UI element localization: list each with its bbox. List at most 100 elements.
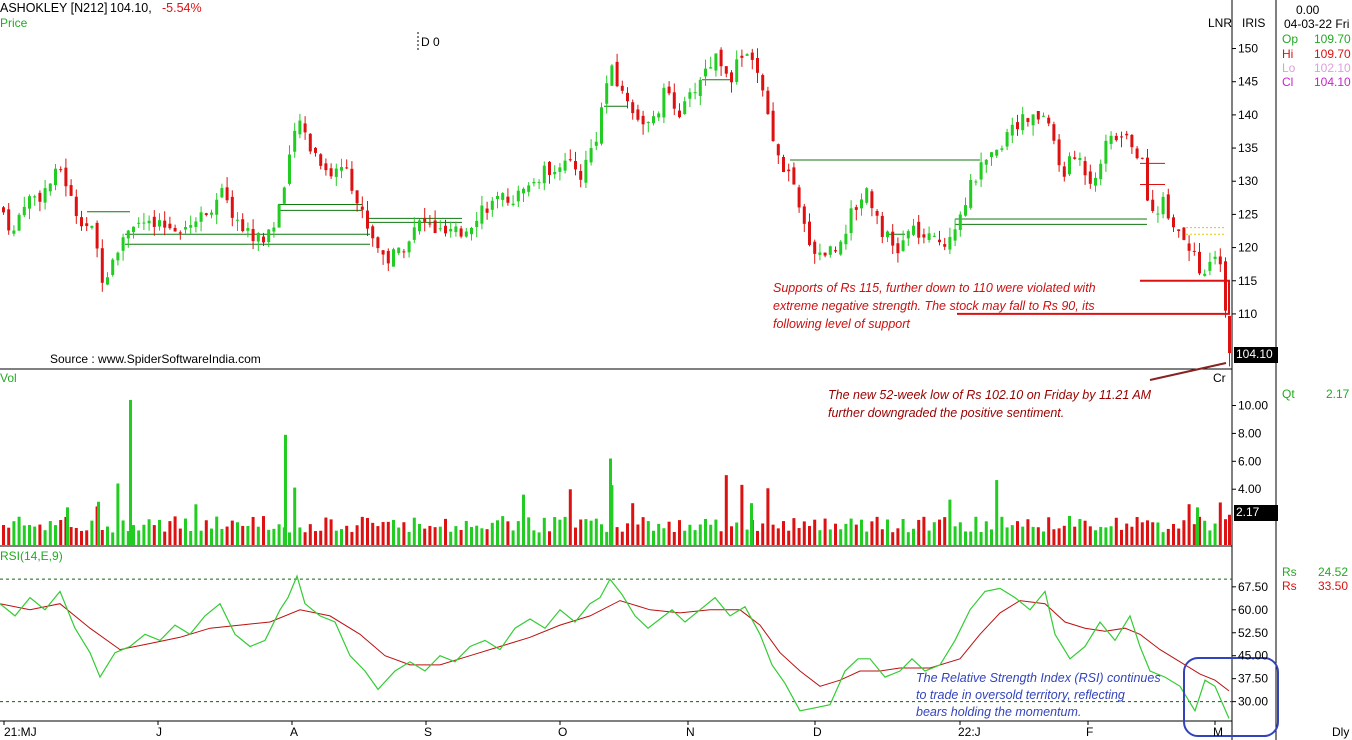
- candle-body: [1172, 217, 1175, 228]
- volume-bar: [485, 529, 489, 545]
- candle-body: [990, 152, 993, 157]
- info-op-value: 109.70: [1314, 32, 1351, 46]
- volume-bar: [1161, 532, 1165, 545]
- candle-body: [366, 210, 369, 229]
- candle-body: [54, 168, 57, 186]
- rsi-tick-label: 52.50: [1238, 626, 1268, 640]
- volume-bar: [802, 521, 806, 545]
- volume-bar: [818, 530, 822, 545]
- volume-bar: [100, 530, 104, 545]
- candle-body: [792, 167, 796, 185]
- volume-bar: [126, 531, 130, 545]
- info-rs2-value: 33.50: [1318, 579, 1349, 593]
- volume-bar: [662, 528, 666, 545]
- volume-bar: [1047, 517, 1051, 545]
- volume-bar: [808, 526, 811, 545]
- candle-body: [485, 208, 489, 213]
- volume-bar: [298, 527, 302, 545]
- volume-bar: [1094, 530, 1097, 545]
- candle-body: [2, 207, 5, 213]
- candle-body: [849, 208, 853, 234]
- candle-body: [444, 225, 447, 234]
- candle-body: [532, 181, 536, 184]
- volume-bar: [90, 520, 94, 545]
- x-tick-label: M: [1213, 725, 1223, 739]
- low-annotation-line-1: The new 52-week low of Rs 102.10 on Frid…: [828, 388, 1152, 402]
- volume-bar: [854, 524, 858, 545]
- x-tick-label: S: [424, 725, 432, 739]
- volume-bar: [891, 532, 895, 545]
- volume-bar: [66, 507, 69, 545]
- volume-bar: [1192, 524, 1196, 545]
- volume-bar: [735, 522, 739, 545]
- volume-bar: [516, 521, 520, 545]
- volume-bar: [594, 518, 598, 545]
- candle-body: [64, 167, 68, 187]
- volume-bar: [490, 522, 494, 545]
- rsi-highlight-circle: [1183, 657, 1279, 737]
- price-tick-label: 140: [1238, 108, 1258, 122]
- volume-bar: [724, 475, 728, 545]
- volume-bar: [158, 519, 161, 545]
- volume-bar: [948, 499, 952, 545]
- price-tick-label: 150: [1238, 42, 1258, 56]
- candle-body: [641, 115, 645, 125]
- candle-body: [620, 85, 624, 91]
- pointer-line: [1149, 362, 1227, 381]
- volume-bar: [1166, 528, 1170, 545]
- volume-bar: [1099, 526, 1103, 545]
- lnr-label: LNR: [1208, 16, 1233, 30]
- candle-body: [262, 236, 265, 243]
- info-rs1-label: Rs: [1282, 565, 1297, 579]
- candle-body: [43, 188, 47, 203]
- volume-bar: [979, 531, 983, 545]
- candle-body: [610, 65, 614, 86]
- volume-bar: [137, 530, 141, 545]
- volume-bar: [906, 532, 910, 545]
- candle-body: [324, 163, 328, 171]
- volume-bar: [204, 520, 208, 545]
- candle-body: [402, 251, 406, 253]
- volume-bar: [178, 528, 182, 545]
- volume-bar: [537, 532, 541, 545]
- volume-bar: [7, 527, 11, 545]
- candle-body: [277, 204, 281, 228]
- volume-bar: [1057, 528, 1061, 545]
- candle-body: [522, 188, 525, 194]
- candle-body: [433, 220, 437, 234]
- candle-body: [542, 165, 546, 184]
- volume-bar: [284, 434, 287, 545]
- volume-bar: [1109, 526, 1113, 545]
- candle-body: [1099, 163, 1103, 180]
- volume-bar: [464, 520, 468, 545]
- volume-bar: [558, 519, 562, 545]
- candle-body: [1047, 117, 1051, 124]
- volume-bar: [1083, 520, 1087, 545]
- volume-bar: [38, 524, 42, 545]
- candle-body: [1078, 158, 1082, 161]
- candle-body: [1036, 110, 1040, 120]
- change-percent: -5.54%: [162, 1, 202, 15]
- candle-body: [69, 185, 73, 196]
- candle-body: [646, 121, 650, 123]
- volume-bar: [548, 531, 551, 545]
- volume-bar: [506, 521, 510, 545]
- candle-body: [1130, 134, 1134, 148]
- dly-label: Dly: [1332, 725, 1350, 739]
- volume-bar: [220, 528, 224, 545]
- candle-body: [158, 220, 161, 227]
- volume-bar: [360, 516, 364, 545]
- candle-body: [875, 211, 879, 216]
- candle-body: [704, 68, 707, 77]
- volume-bar: [964, 531, 967, 545]
- volume-bar: [28, 524, 31, 545]
- info-cl-value: 104.10: [1314, 75, 1351, 89]
- candle-body: [319, 154, 323, 166]
- volume-bar: [631, 503, 635, 545]
- volume-bar: [704, 518, 707, 545]
- candle-body: [293, 130, 297, 152]
- volume-bar: [693, 530, 697, 545]
- volume-bar: [438, 526, 442, 545]
- volume-bar: [147, 519, 151, 545]
- candle-body: [418, 220, 421, 232]
